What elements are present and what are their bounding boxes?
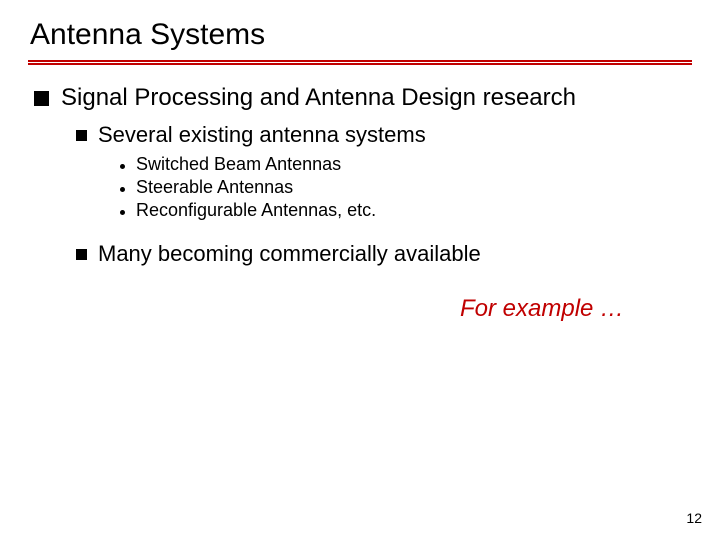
dot-bullet-icon [120,210,125,215]
bullet-level3: Switched Beam Antennas [120,154,690,175]
slide-content: Signal Processing and Antenna Design res… [0,84,720,323]
square-bullet-icon [76,130,87,141]
level3-text: Switched Beam Antennas [136,154,341,175]
level3-text: Steerable Antennas [136,177,293,198]
bullet-level3: Reconfigurable Antennas, etc. [120,200,690,221]
level3-text: Reconfigurable Antennas, etc. [136,200,376,221]
bullet-level2: Several existing antenna systems [76,122,690,148]
square-bullet-icon [76,249,87,260]
title-divider [28,60,692,64]
level1-text: Signal Processing and Antenna Design res… [61,84,576,112]
example-text: For example … [460,295,690,323]
bullet-level2: Many becoming commercially available [76,241,690,267]
dot-bullet-icon [120,187,125,192]
square-bullet-icon [34,91,49,106]
dot-bullet-icon [120,164,125,169]
bullet-level1: Signal Processing and Antenna Design res… [34,84,690,112]
level2-text: Several existing antenna systems [98,122,426,148]
bullet-level3: Steerable Antennas [120,177,690,198]
slide-title: Antenna Systems [0,0,720,60]
level2-text: Many becoming commercially available [98,241,481,267]
page-number: 12 [686,510,702,526]
